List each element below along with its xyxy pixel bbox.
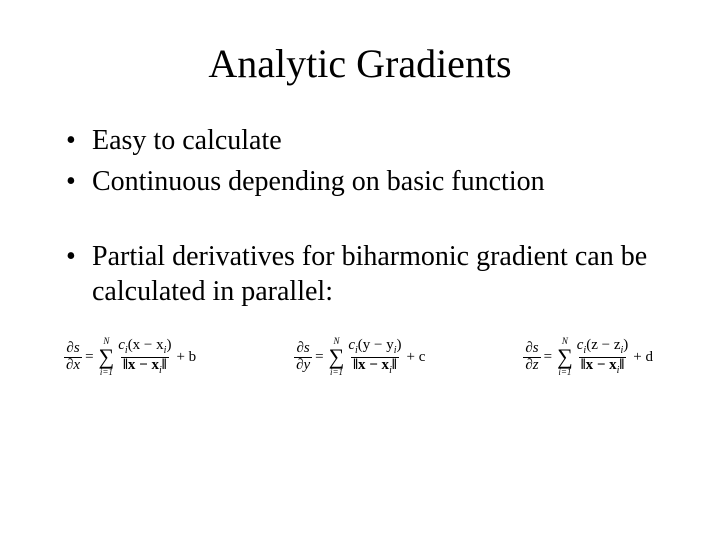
- lhs-num: ∂s: [295, 341, 312, 357]
- formula-row: ∂s ∂x = N ∑ i=1 ci(x − xi) ‖x − xi‖: [60, 337, 660, 377]
- rhs-num: ci(y − yi): [346, 338, 403, 357]
- lhs-num: ∂s: [523, 341, 540, 357]
- equals: =: [85, 350, 93, 365]
- spacer: [60, 205, 660, 239]
- rhs-den: ‖x − xi‖: [579, 357, 627, 377]
- lhs-den: ∂z: [523, 357, 540, 374]
- tail: + d: [633, 350, 653, 365]
- formula-dz: ∂s ∂z = N ∑ i=1 ci(z − zi) ‖x − xi‖: [523, 337, 656, 377]
- formula-dx: ∂s ∂x = N ∑ i=1 ci(x − xi) ‖x − xi‖: [64, 337, 199, 377]
- rhs-num: ci(x − xi): [116, 338, 173, 357]
- rhs-den: ‖x − xi‖: [121, 357, 169, 377]
- bullet-item: Easy to calculate: [66, 123, 660, 158]
- equals: =: [544, 350, 552, 365]
- sum-lower: i=1: [558, 368, 571, 377]
- bullet-list: Easy to calculate Continuous depending o…: [66, 123, 660, 199]
- lhs-den: ∂x: [64, 357, 82, 374]
- formula-dy: ∂s ∂y = N ∑ i=1 ci(y − yi) ‖x − xi‖: [294, 337, 428, 377]
- sum-symbol: N ∑ i=1: [557, 337, 573, 377]
- bullet-item: Partial derivatives for biharmonic gradi…: [66, 239, 660, 309]
- bullet-item: Continuous depending on basic function: [66, 164, 660, 199]
- bullet-list: Partial derivatives for biharmonic gradi…: [66, 239, 660, 309]
- sum-lower: i=1: [100, 368, 113, 377]
- lhs-num: ∂s: [64, 341, 81, 357]
- slide: Analytic Gradients Easy to calculate Con…: [0, 0, 720, 540]
- sum-symbol: N ∑ i=1: [99, 337, 115, 377]
- rhs-den: ‖x − xi‖: [351, 357, 399, 377]
- equals: =: [315, 350, 323, 365]
- sum-lower: i=1: [330, 368, 343, 377]
- rhs-num: ci(z − zi): [575, 338, 631, 357]
- tail: + b: [176, 350, 196, 365]
- lhs-den: ∂y: [294, 357, 312, 374]
- slide-title: Analytic Gradients: [60, 40, 660, 87]
- sum-symbol: N ∑ i=1: [329, 337, 345, 377]
- tail: + c: [407, 350, 426, 365]
